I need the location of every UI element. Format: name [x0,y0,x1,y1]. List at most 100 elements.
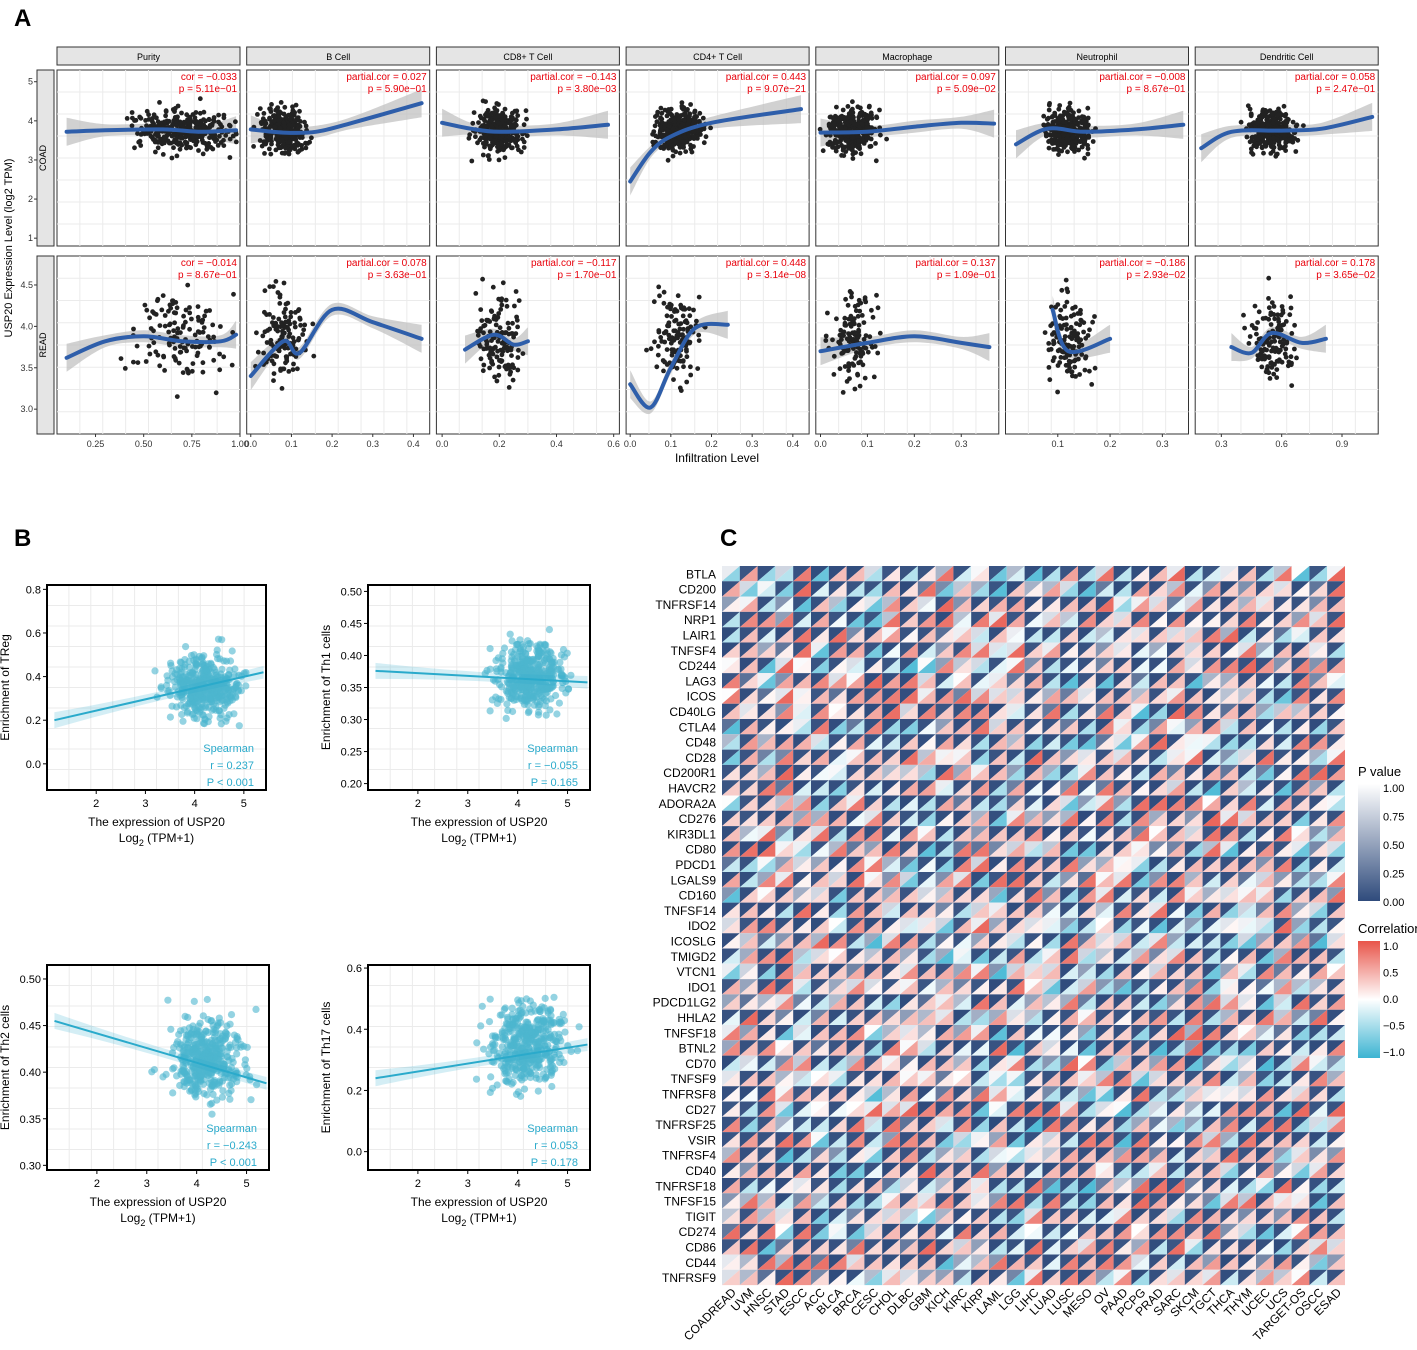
data-point [183,134,188,140]
data-point [477,113,483,119]
data-point [849,294,854,300]
data-point [687,340,692,346]
row-strip-label: READ [38,332,48,358]
data-point [1085,105,1091,111]
data-point [301,327,307,333]
y-tick-label: 0.25 [341,747,362,759]
data-point [654,364,660,370]
data-point [512,303,517,309]
data-point [664,313,670,319]
y-tick-label: 0.35 [341,683,362,695]
data-point [195,350,201,356]
y-tick-label: 0.6 [26,628,41,640]
data-point [192,332,198,338]
x-tick-label: 0.2 [1104,439,1117,449]
data-point [872,344,878,349]
data-point [652,123,658,129]
data-point [1295,137,1301,143]
data-point [852,386,858,392]
data-point [171,145,176,151]
data-point [479,318,485,323]
data-point [685,121,691,127]
data-point [480,368,486,374]
data-point [852,330,857,335]
data-point [1041,113,1047,119]
data-point [495,339,501,344]
data-point [1255,353,1261,358]
data-point [861,320,867,325]
data-point [662,339,668,345]
x-axis-unit: Log2 (TPM+1) [119,831,194,848]
panel-a-xlabel: Infiltration Level [675,451,759,465]
data-point [498,307,504,312]
data-point [549,654,557,662]
data-point [521,122,527,128]
data-point [680,358,686,364]
y-tick-label: 4.0 [20,321,33,331]
data-point [171,328,177,334]
data-point [684,354,690,360]
data-point [254,330,259,336]
data-point [144,108,150,114]
data-point [275,105,281,110]
data-point [137,114,143,120]
data-point [884,136,889,142]
data-point [682,134,688,140]
data-point [286,327,291,333]
data-point [664,128,670,133]
data-point [216,714,224,722]
data-point [502,714,510,723]
x-tick-label: 4 [194,1178,200,1190]
data-point [694,318,699,324]
data-point [174,394,180,399]
data-point [182,643,190,651]
data-point [688,142,693,148]
x-tick-label: 2 [415,798,421,810]
data-point [1255,320,1260,325]
data-point [874,114,879,120]
data-point [303,145,309,151]
data-point [135,131,140,137]
data-point [218,324,223,329]
data-point [680,313,686,319]
data-point [840,107,846,113]
data-point [170,1064,178,1072]
data-point [188,145,194,151]
data-point [203,995,211,1004]
data-point [1064,299,1070,305]
data-point [1250,134,1255,140]
data-point [869,307,874,313]
data-point [495,148,501,154]
data-point [658,105,664,111]
data-point [208,1110,216,1118]
x-tick-label: 0.3 [367,439,380,449]
data-point [467,132,473,138]
data-point [1268,312,1274,318]
data-point [255,349,261,355]
data-point [859,121,865,127]
data-point [471,110,477,115]
p-value-label: p = 3.63e−01 [368,270,427,281]
data-point [303,123,309,129]
data-point [186,671,194,679]
data-point [212,1042,220,1050]
data-point [173,671,181,679]
y-tick-label: 0.8 [26,584,41,596]
correlation-label: partial.cor = −0.186 [1099,258,1186,269]
data-point [1083,354,1089,359]
data-point [192,115,198,120]
data-point [868,143,874,149]
data-point [688,364,693,370]
facet-strip [815,46,1000,66]
data-point [131,359,136,365]
data-point [695,366,701,371]
p-value-label: p = 8.67e−01 [1127,84,1186,95]
data-point [181,313,187,319]
data-point [221,143,227,149]
data-point [658,126,664,132]
data-point [1292,346,1297,352]
y-tick-label: 1 [28,233,33,243]
data-point [1077,372,1082,377]
data-point [1059,287,1065,293]
data-point [199,711,207,719]
